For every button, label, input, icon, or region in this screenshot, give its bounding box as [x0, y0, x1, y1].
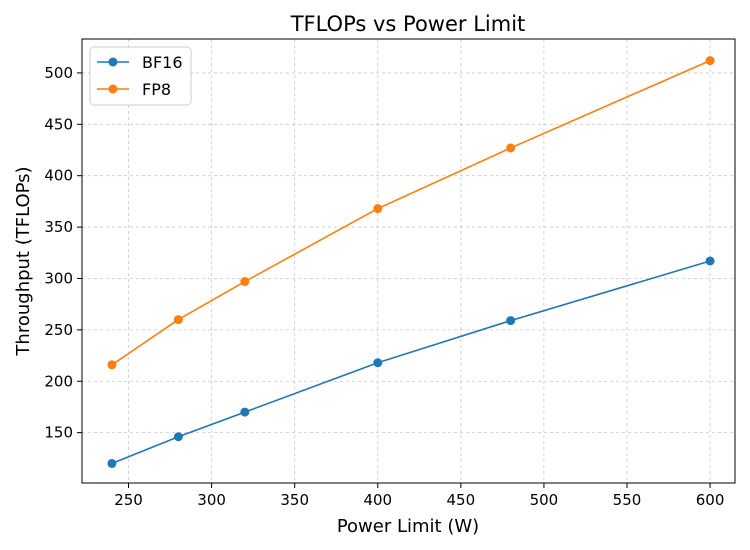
data-point-fp8: [107, 360, 117, 370]
y-tick-label: 250: [44, 321, 73, 339]
grid-lines: [82, 39, 735, 483]
x-tick-label: 450: [447, 491, 476, 509]
legend-label-fp8: FP8: [142, 80, 171, 99]
x-tick-label: 550: [613, 491, 642, 509]
data-point-bf16: [173, 432, 183, 442]
x-axis-label: Power Limit (W): [337, 516, 479, 537]
data-point-fp8: [240, 277, 250, 287]
x-tick-label: 400: [363, 491, 392, 509]
y-tick-label: 350: [44, 218, 73, 236]
y-tick-label: 150: [44, 424, 73, 442]
plot-area: [81, 38, 736, 484]
legend: BF16 FP8: [89, 46, 192, 106]
data-point-bf16: [107, 458, 117, 468]
x-tick-label: 300: [197, 491, 226, 509]
legend-marker-fp8: [108, 84, 118, 94]
legend-items: BF16 FP8: [97, 53, 183, 99]
y-axis: 150 200 250 300 350 400 450 500: [44, 64, 82, 442]
x-tick-label: 250: [114, 491, 143, 509]
legend-label-bf16: BF16: [142, 53, 183, 72]
data-point-fp8: [173, 315, 183, 325]
data-point-bf16: [506, 316, 516, 326]
data-point-fp8: [506, 143, 516, 153]
y-tick-label: 450: [44, 115, 73, 133]
y-tick-label: 300: [44, 269, 73, 287]
x-tick-label: 600: [696, 491, 725, 509]
data-point-fp8: [373, 204, 383, 214]
series-line-fp8: [111, 59, 711, 366]
legend-marker-bf16: [108, 57, 118, 67]
x-tick-label: 500: [530, 491, 559, 509]
data-point-fp8: [705, 56, 715, 66]
x-tick-label: 350: [280, 491, 309, 509]
y-tick-label: 200: [44, 372, 73, 390]
chart-title: TFLOPs vs Power Limit: [290, 12, 526, 36]
series-layer: [107, 56, 715, 468]
x-axis: 250 300 350 400 450 500 550 600: [114, 483, 724, 509]
y-tick-label: 500: [44, 64, 73, 82]
y-tick-label: 400: [44, 167, 73, 185]
data-point-bf16: [240, 407, 250, 417]
series-line-bf16: [111, 260, 711, 465]
y-axis-label: Throughput (TFLOPs): [13, 166, 34, 356]
data-point-bf16: [373, 358, 383, 368]
data-point-bf16: [705, 256, 715, 266]
